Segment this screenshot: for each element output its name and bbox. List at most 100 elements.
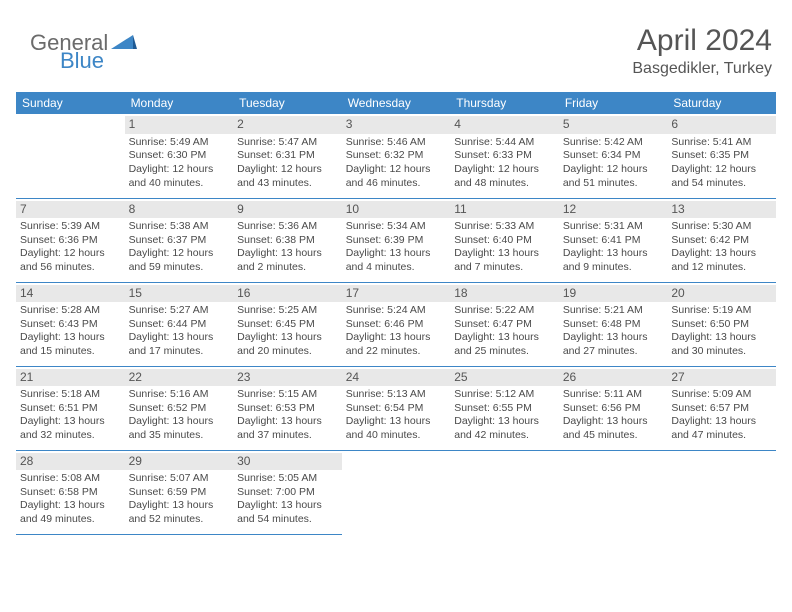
day-number: 14 xyxy=(16,285,125,303)
sunrise-text: Sunrise: 5:25 AM xyxy=(237,304,338,318)
daylight-text: Daylight: 13 hours and 54 minutes. xyxy=(237,499,338,526)
day-number: 8 xyxy=(125,201,234,219)
day-number: 25 xyxy=(450,369,559,387)
calendar-row: 14Sunrise: 5:28 AMSunset: 6:43 PMDayligh… xyxy=(16,282,776,366)
calendar-table: SundayMondayTuesdayWednesdayThursdayFrid… xyxy=(16,92,776,535)
sunrise-text: Sunrise: 5:28 AM xyxy=(20,304,121,318)
calendar-cell xyxy=(559,450,668,534)
month-title: April 2024 xyxy=(632,24,772,58)
daylight-text: Daylight: 13 hours and 37 minutes. xyxy=(237,415,338,442)
sunset-text: Sunset: 6:46 PM xyxy=(346,318,447,332)
daylight-text: Daylight: 13 hours and 32 minutes. xyxy=(20,415,121,442)
day-number: 19 xyxy=(559,285,668,303)
daylight-text: Daylight: 13 hours and 35 minutes. xyxy=(129,415,230,442)
location-text: Basgedikler, Turkey xyxy=(632,60,772,78)
calendar-cell: 11Sunrise: 5:33 AMSunset: 6:40 PMDayligh… xyxy=(450,198,559,282)
day-number: 15 xyxy=(125,285,234,303)
daylight-text: Daylight: 13 hours and 17 minutes. xyxy=(129,331,230,358)
calendar-cell xyxy=(342,450,451,534)
daylight-text: Daylight: 12 hours and 48 minutes. xyxy=(454,163,555,190)
calendar-row: 28Sunrise: 5:08 AMSunset: 6:58 PMDayligh… xyxy=(16,450,776,534)
sunset-text: Sunset: 6:44 PM xyxy=(129,318,230,332)
day-number: 13 xyxy=(667,201,776,219)
daylight-text: Daylight: 13 hours and 27 minutes. xyxy=(563,331,664,358)
title-block: April 2024 Basgedikler, Turkey xyxy=(632,24,776,78)
daylight-text: Daylight: 13 hours and 25 minutes. xyxy=(454,331,555,358)
sunset-text: Sunset: 6:55 PM xyxy=(454,402,555,416)
day-number: 5 xyxy=(559,116,668,134)
day-number: 27 xyxy=(667,369,776,387)
weekday-header: Monday xyxy=(125,92,234,114)
sunrise-text: Sunrise: 5:18 AM xyxy=(20,388,121,402)
sunset-text: Sunset: 6:35 PM xyxy=(671,149,772,163)
sunset-text: Sunset: 6:48 PM xyxy=(563,318,664,332)
sunrise-text: Sunrise: 5:15 AM xyxy=(237,388,338,402)
daylight-text: Daylight: 12 hours and 59 minutes. xyxy=(129,247,230,274)
day-number: 30 xyxy=(233,453,342,471)
day-number: 4 xyxy=(450,116,559,134)
brand-triangle-icon xyxy=(111,33,137,54)
sunrise-text: Sunrise: 5:39 AM xyxy=(20,220,121,234)
sunrise-text: Sunrise: 5:44 AM xyxy=(454,136,555,150)
calendar-cell: 23Sunrise: 5:15 AMSunset: 6:53 PMDayligh… xyxy=(233,366,342,450)
calendar-cell: 29Sunrise: 5:07 AMSunset: 6:59 PMDayligh… xyxy=(125,450,234,534)
sunrise-text: Sunrise: 5:49 AM xyxy=(129,136,230,150)
daylight-text: Daylight: 13 hours and 7 minutes. xyxy=(454,247,555,274)
sunrise-text: Sunrise: 5:22 AM xyxy=(454,304,555,318)
sunset-text: Sunset: 6:53 PM xyxy=(237,402,338,416)
brand-logo: General Blue xyxy=(16,24,137,56)
daylight-text: Daylight: 13 hours and 49 minutes. xyxy=(20,499,121,526)
daylight-text: Daylight: 12 hours and 40 minutes. xyxy=(129,163,230,190)
sunrise-text: Sunrise: 5:16 AM xyxy=(129,388,230,402)
calendar-cell xyxy=(667,450,776,534)
day-number: 29 xyxy=(125,453,234,471)
daylight-text: Daylight: 13 hours and 42 minutes. xyxy=(454,415,555,442)
day-number: 18 xyxy=(450,285,559,303)
sunrise-text: Sunrise: 5:38 AM xyxy=(129,220,230,234)
calendar-cell: 5Sunrise: 5:42 AMSunset: 6:34 PMDaylight… xyxy=(559,114,668,198)
daylight-text: Daylight: 13 hours and 15 minutes. xyxy=(20,331,121,358)
sunset-text: Sunset: 6:54 PM xyxy=(346,402,447,416)
day-number: 12 xyxy=(559,201,668,219)
sunrise-text: Sunrise: 5:27 AM xyxy=(129,304,230,318)
calendar-page: General Blue April 2024 Basgedikler, Tur… xyxy=(0,0,792,551)
weekday-header: Wednesday xyxy=(342,92,451,114)
daylight-text: Daylight: 13 hours and 9 minutes. xyxy=(563,247,664,274)
sunrise-text: Sunrise: 5:24 AM xyxy=(346,304,447,318)
sunrise-text: Sunrise: 5:36 AM xyxy=(237,220,338,234)
weekday-header: Sunday xyxy=(16,92,125,114)
calendar-cell: 3Sunrise: 5:46 AMSunset: 6:32 PMDaylight… xyxy=(342,114,451,198)
calendar-cell: 4Sunrise: 5:44 AMSunset: 6:33 PMDaylight… xyxy=(450,114,559,198)
sunrise-text: Sunrise: 5:08 AM xyxy=(20,472,121,486)
daylight-text: Daylight: 12 hours and 54 minutes. xyxy=(671,163,772,190)
sunset-text: Sunset: 6:50 PM xyxy=(671,318,772,332)
sunset-text: Sunset: 6:30 PM xyxy=(129,149,230,163)
sunset-text: Sunset: 6:40 PM xyxy=(454,234,555,248)
sunset-text: Sunset: 6:58 PM xyxy=(20,486,121,500)
day-number: 21 xyxy=(16,369,125,387)
sunset-text: Sunset: 6:51 PM xyxy=(20,402,121,416)
sunset-text: Sunset: 6:56 PM xyxy=(563,402,664,416)
calendar-cell: 8Sunrise: 5:38 AMSunset: 6:37 PMDaylight… xyxy=(125,198,234,282)
sunrise-text: Sunrise: 5:11 AM xyxy=(563,388,664,402)
day-number: 9 xyxy=(233,201,342,219)
sunrise-text: Sunrise: 5:34 AM xyxy=(346,220,447,234)
brand-text-blue: Blue xyxy=(60,48,104,74)
calendar-cell: 30Sunrise: 5:05 AMSunset: 7:00 PMDayligh… xyxy=(233,450,342,534)
daylight-text: Daylight: 13 hours and 40 minutes. xyxy=(346,415,447,442)
daylight-text: Daylight: 13 hours and 30 minutes. xyxy=(671,331,772,358)
sunrise-text: Sunrise: 5:21 AM xyxy=(563,304,664,318)
daylight-text: Daylight: 13 hours and 45 minutes. xyxy=(563,415,664,442)
calendar-cell: 9Sunrise: 5:36 AMSunset: 6:38 PMDaylight… xyxy=(233,198,342,282)
calendar-body: 1Sunrise: 5:49 AMSunset: 6:30 PMDaylight… xyxy=(16,114,776,534)
calendar-cell xyxy=(16,114,125,198)
calendar-cell: 24Sunrise: 5:13 AMSunset: 6:54 PMDayligh… xyxy=(342,366,451,450)
calendar-cell: 2Sunrise: 5:47 AMSunset: 6:31 PMDaylight… xyxy=(233,114,342,198)
sunrise-text: Sunrise: 5:12 AM xyxy=(454,388,555,402)
daylight-text: Daylight: 13 hours and 22 minutes. xyxy=(346,331,447,358)
daylight-text: Daylight: 13 hours and 47 minutes. xyxy=(671,415,772,442)
calendar-cell: 12Sunrise: 5:31 AMSunset: 6:41 PMDayligh… xyxy=(559,198,668,282)
sunset-text: Sunset: 7:00 PM xyxy=(237,486,338,500)
daylight-text: Daylight: 12 hours and 56 minutes. xyxy=(20,247,121,274)
day-number: 16 xyxy=(233,285,342,303)
